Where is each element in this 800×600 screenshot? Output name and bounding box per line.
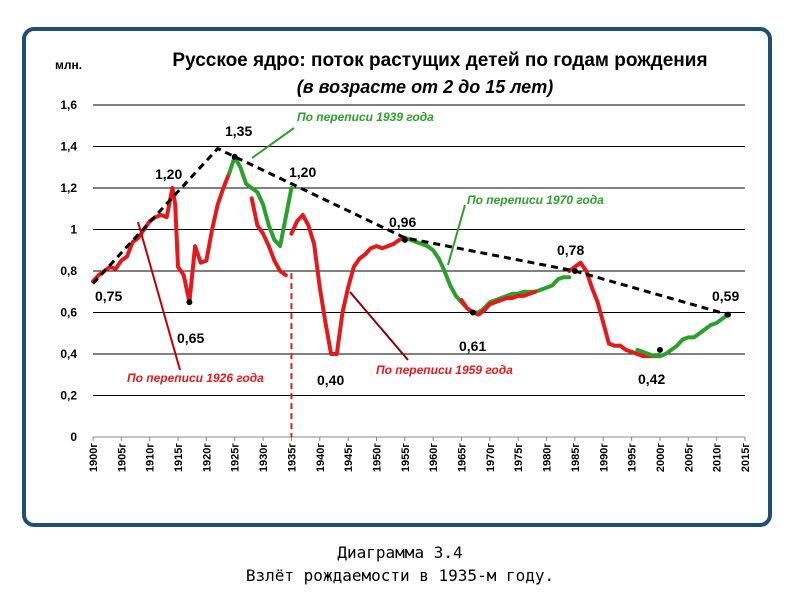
- chart-frame: [22, 27, 772, 527]
- census-1970-label: По переписи 1970 года: [467, 193, 604, 207]
- figure-caption-number: Диаграмма 3.4: [337, 543, 463, 562]
- pointer-1939: [251, 127, 295, 159]
- label-0-59: 0,59: [712, 288, 739, 304]
- label-1-20-1914: 1,20: [155, 166, 182, 182]
- x-tick-label: 2005г: [683, 443, 695, 472]
- y-tick-label: 1: [70, 223, 77, 237]
- grid-lines: [93, 104, 745, 438]
- x-tick-label: 1985г: [570, 443, 582, 472]
- pointer-1970: [447, 204, 466, 266]
- data-dot: [186, 299, 193, 306]
- label-0-65: 0,65: [177, 330, 204, 346]
- x-tick-label: 1945г: [343, 443, 355, 472]
- label-0-78: 0,78: [557, 242, 584, 258]
- x-tick-label: 1920г: [201, 443, 213, 472]
- x-tick-label: 1915г: [173, 443, 185, 472]
- label-1-35: 1,35: [225, 123, 252, 139]
- x-tick-label: 2010г: [712, 443, 724, 472]
- y-tick-label: 0,2: [60, 389, 77, 403]
- x-tick-label: 1990г: [598, 443, 610, 472]
- y-tick-label: 1,6: [60, 98, 77, 112]
- label-0-96: 0,96: [389, 214, 416, 230]
- x-tick-label: 1935г: [286, 443, 298, 472]
- series-line: [249, 196, 288, 278]
- data-dot: [231, 153, 238, 160]
- census-1939-label: По переписи 1939 года: [297, 110, 434, 124]
- x-tick-label: 1995г: [627, 443, 639, 472]
- y-tick-label: 0: [70, 430, 77, 444]
- x-tick-label: 1900г: [88, 443, 100, 472]
- x-tick-label: 1905г: [116, 443, 128, 472]
- data-dot: [401, 236, 408, 243]
- label-1-20-1935: 1,20: [289, 164, 316, 180]
- y-tick-label: 0,8: [60, 264, 77, 278]
- x-tick-label: 1910г: [145, 443, 157, 472]
- series-line: [402, 235, 572, 315]
- y-tick-label: 1,4: [60, 140, 77, 154]
- series-line: [635, 312, 730, 359]
- figure-caption-text: Взлёт рождаемости в 1935-м году.: [245, 566, 555, 585]
- pointer-1926: [137, 221, 181, 371]
- x-tick-label: 1975г: [513, 443, 525, 472]
- x-tick-label: 2000г: [655, 443, 667, 472]
- x-tick-label: 1950г: [371, 443, 383, 472]
- data-dot: [571, 268, 578, 274]
- series-line: [289, 213, 407, 356]
- data-lines: [91, 154, 730, 437]
- pointer-1959: [349, 291, 409, 361]
- label-0-42: 0,42: [638, 371, 665, 387]
- census-1959-label: По переписи 1959 года: [376, 363, 513, 377]
- chart-title: Русское ядро: поток растущих детей по го…: [172, 50, 707, 71]
- series-line: [567, 260, 662, 359]
- x-tick-label: 1930г: [258, 443, 270, 472]
- x-tick-label: 2015г: [740, 443, 752, 472]
- label-0-61: 0,61: [459, 338, 486, 354]
- data-dot: [469, 309, 476, 316]
- x-tick-label: 1965г: [457, 443, 469, 472]
- census-1926-label: По переписи 1926 года: [127, 371, 264, 385]
- y-axis-unit-label: млн.: [55, 58, 82, 72]
- x-tick-label: 1970г: [485, 443, 497, 472]
- label-0-40: 0,40: [317, 372, 344, 388]
- x-tick-label: 1940г: [315, 443, 327, 472]
- x-tick-label: 1955г: [400, 443, 412, 472]
- data-dots: [186, 153, 731, 353]
- y-tick-label: 1,2: [60, 181, 77, 195]
- y-tick-label: 0,4: [60, 347, 77, 361]
- series-line: [227, 154, 294, 249]
- series-line: [91, 171, 232, 305]
- x-tick-label: 1980г: [542, 443, 554, 472]
- data-dot: [724, 311, 731, 318]
- chart-subtitle: (в возрасте от 2 до 15 лет): [297, 77, 553, 97]
- label-0-75: 0,75: [95, 288, 122, 304]
- y-tick-label: 0,6: [60, 306, 77, 320]
- x-tick-label: 1960г: [428, 443, 440, 472]
- data-dot: [656, 346, 663, 353]
- axes: 0 0,2 0,4 0,6 0,8 1 1,2 1,4 1,6 1900г 1905г 1910г 19…: [60, 98, 752, 472]
- x-tick-label: 1925г: [230, 443, 242, 472]
